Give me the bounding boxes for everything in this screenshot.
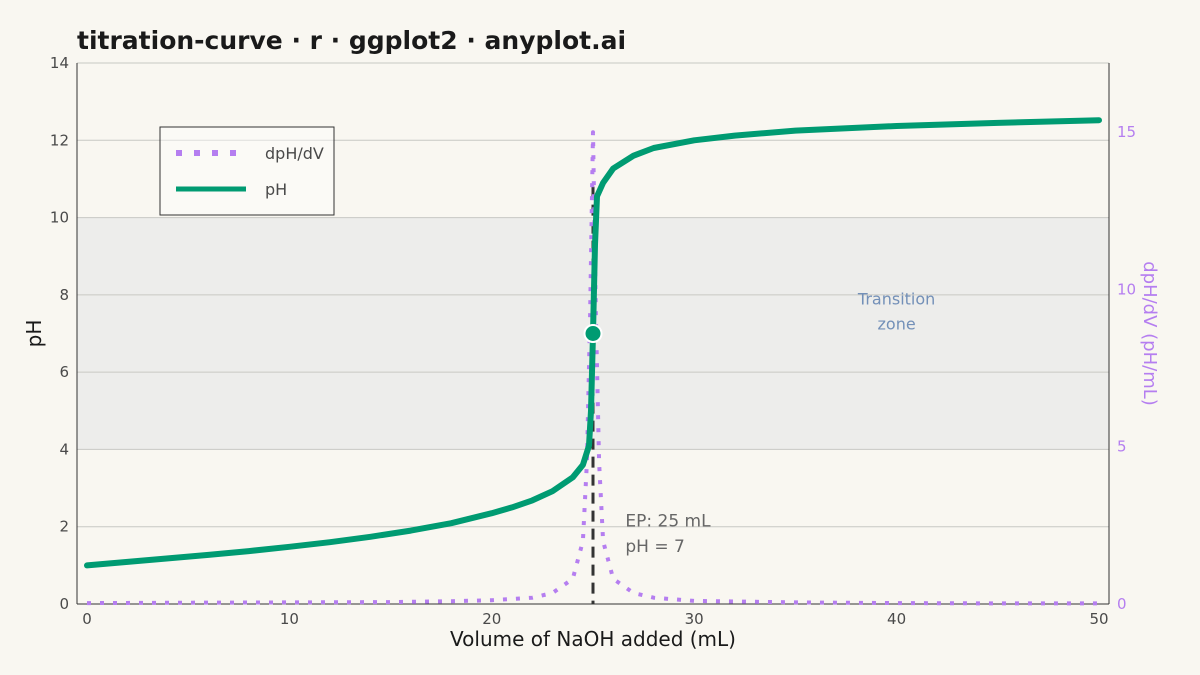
x-tick-label: 30 <box>685 610 704 628</box>
series-ph <box>84 117 1102 569</box>
y2-tick-label: 5 <box>1117 438 1127 456</box>
x-axis-title: Volume of NaOH added (mL) <box>450 627 736 651</box>
legend-label-ph: pH <box>265 180 287 199</box>
y2-tick-label: 15 <box>1117 123 1136 141</box>
x-tick-label: 20 <box>482 610 501 628</box>
y-tick-label: 10 <box>50 209 69 227</box>
y-tick-label: 6 <box>59 363 69 381</box>
equivalence-point-annotation-line2: pH = 7 <box>625 537 684 557</box>
x-tick-label: 0 <box>82 610 92 628</box>
legend: dpH/dV pH <box>159 126 335 216</box>
equivalence-point-annotation: EP: 25 mL <box>625 512 711 532</box>
equivalence-point-marker <box>583 324 603 343</box>
y2-tick-label: 0 <box>1117 595 1127 613</box>
chart-title: titration-curve · r · ggplot2 · anyplot.… <box>77 26 626 55</box>
y-axis-title: pH <box>22 320 46 348</box>
series-layer <box>84 117 1102 606</box>
transition-zone-label: Transition <box>857 290 935 309</box>
y-tick-label: 14 <box>50 54 69 72</box>
x-tick-label: 50 <box>1089 610 1108 628</box>
y-tick-label: 0 <box>59 595 69 613</box>
transition-zone-label-line2: zone <box>878 315 916 334</box>
y-tick-label: 12 <box>50 131 69 149</box>
y2-tick-label: 10 <box>1117 280 1136 298</box>
tick-labels: 0 10 20 30 40 50 0 2 4 6 8 10 12 14 0 5 10 15 <box>50 54 1136 628</box>
y-tick-label: 8 <box>59 286 69 304</box>
y-tick-label: 2 <box>59 518 69 536</box>
series-derivative <box>86 130 1099 606</box>
y-tick-label: 4 <box>59 440 69 458</box>
x-tick-label: 10 <box>280 610 299 628</box>
x-tick-label: 40 <box>887 610 906 628</box>
y2-axis-title: dpH/dV (pH/mL) <box>1139 261 1160 406</box>
legend-box <box>159 126 335 216</box>
legend-label-derivative: dpH/dV <box>265 144 324 163</box>
